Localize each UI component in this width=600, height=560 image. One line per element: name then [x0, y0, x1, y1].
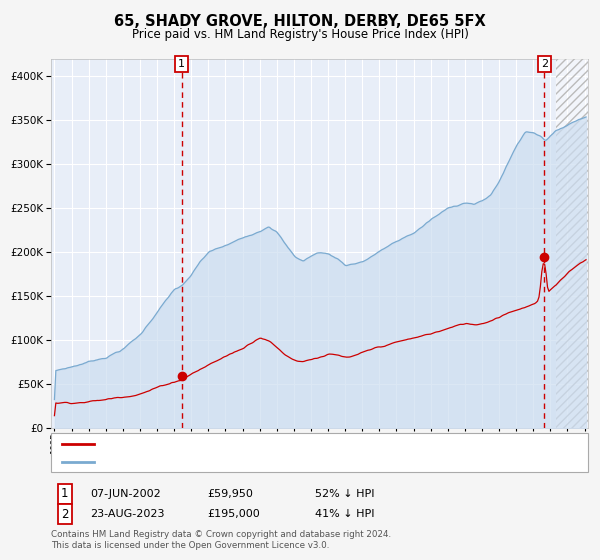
Text: 2: 2 [61, 507, 68, 521]
Bar [556, 59, 588, 428]
Text: This data is licensed under the Open Government Licence v3.0.: This data is licensed under the Open Gov… [51, 541, 329, 550]
Text: 23-AUG-2023: 23-AUG-2023 [90, 509, 164, 519]
Text: 1: 1 [178, 59, 185, 69]
Text: 07-JUN-2002: 07-JUN-2002 [90, 489, 161, 499]
Text: 41% ↓ HPI: 41% ↓ HPI [315, 509, 374, 519]
Text: 52% ↓ HPI: 52% ↓ HPI [315, 489, 374, 499]
Text: £195,000: £195,000 [207, 509, 260, 519]
Text: 1: 1 [61, 487, 68, 501]
Bar [556, 59, 588, 428]
Text: 65, SHADY GROVE, HILTON, DERBY, DE65 5FX (detached house): 65, SHADY GROVE, HILTON, DERBY, DE65 5FX… [99, 439, 431, 449]
Text: HPI: Average price, detached house, South Derbyshire: HPI: Average price, detached house, Sout… [99, 457, 383, 467]
Text: Price paid vs. HM Land Registry's House Price Index (HPI): Price paid vs. HM Land Registry's House … [131, 28, 469, 41]
Text: Contains HM Land Registry data © Crown copyright and database right 2024.: Contains HM Land Registry data © Crown c… [51, 530, 391, 539]
Text: £59,950: £59,950 [207, 489, 253, 499]
Text: 65, SHADY GROVE, HILTON, DERBY, DE65 5FX: 65, SHADY GROVE, HILTON, DERBY, DE65 5FX [114, 14, 486, 29]
Text: 2: 2 [541, 59, 548, 69]
